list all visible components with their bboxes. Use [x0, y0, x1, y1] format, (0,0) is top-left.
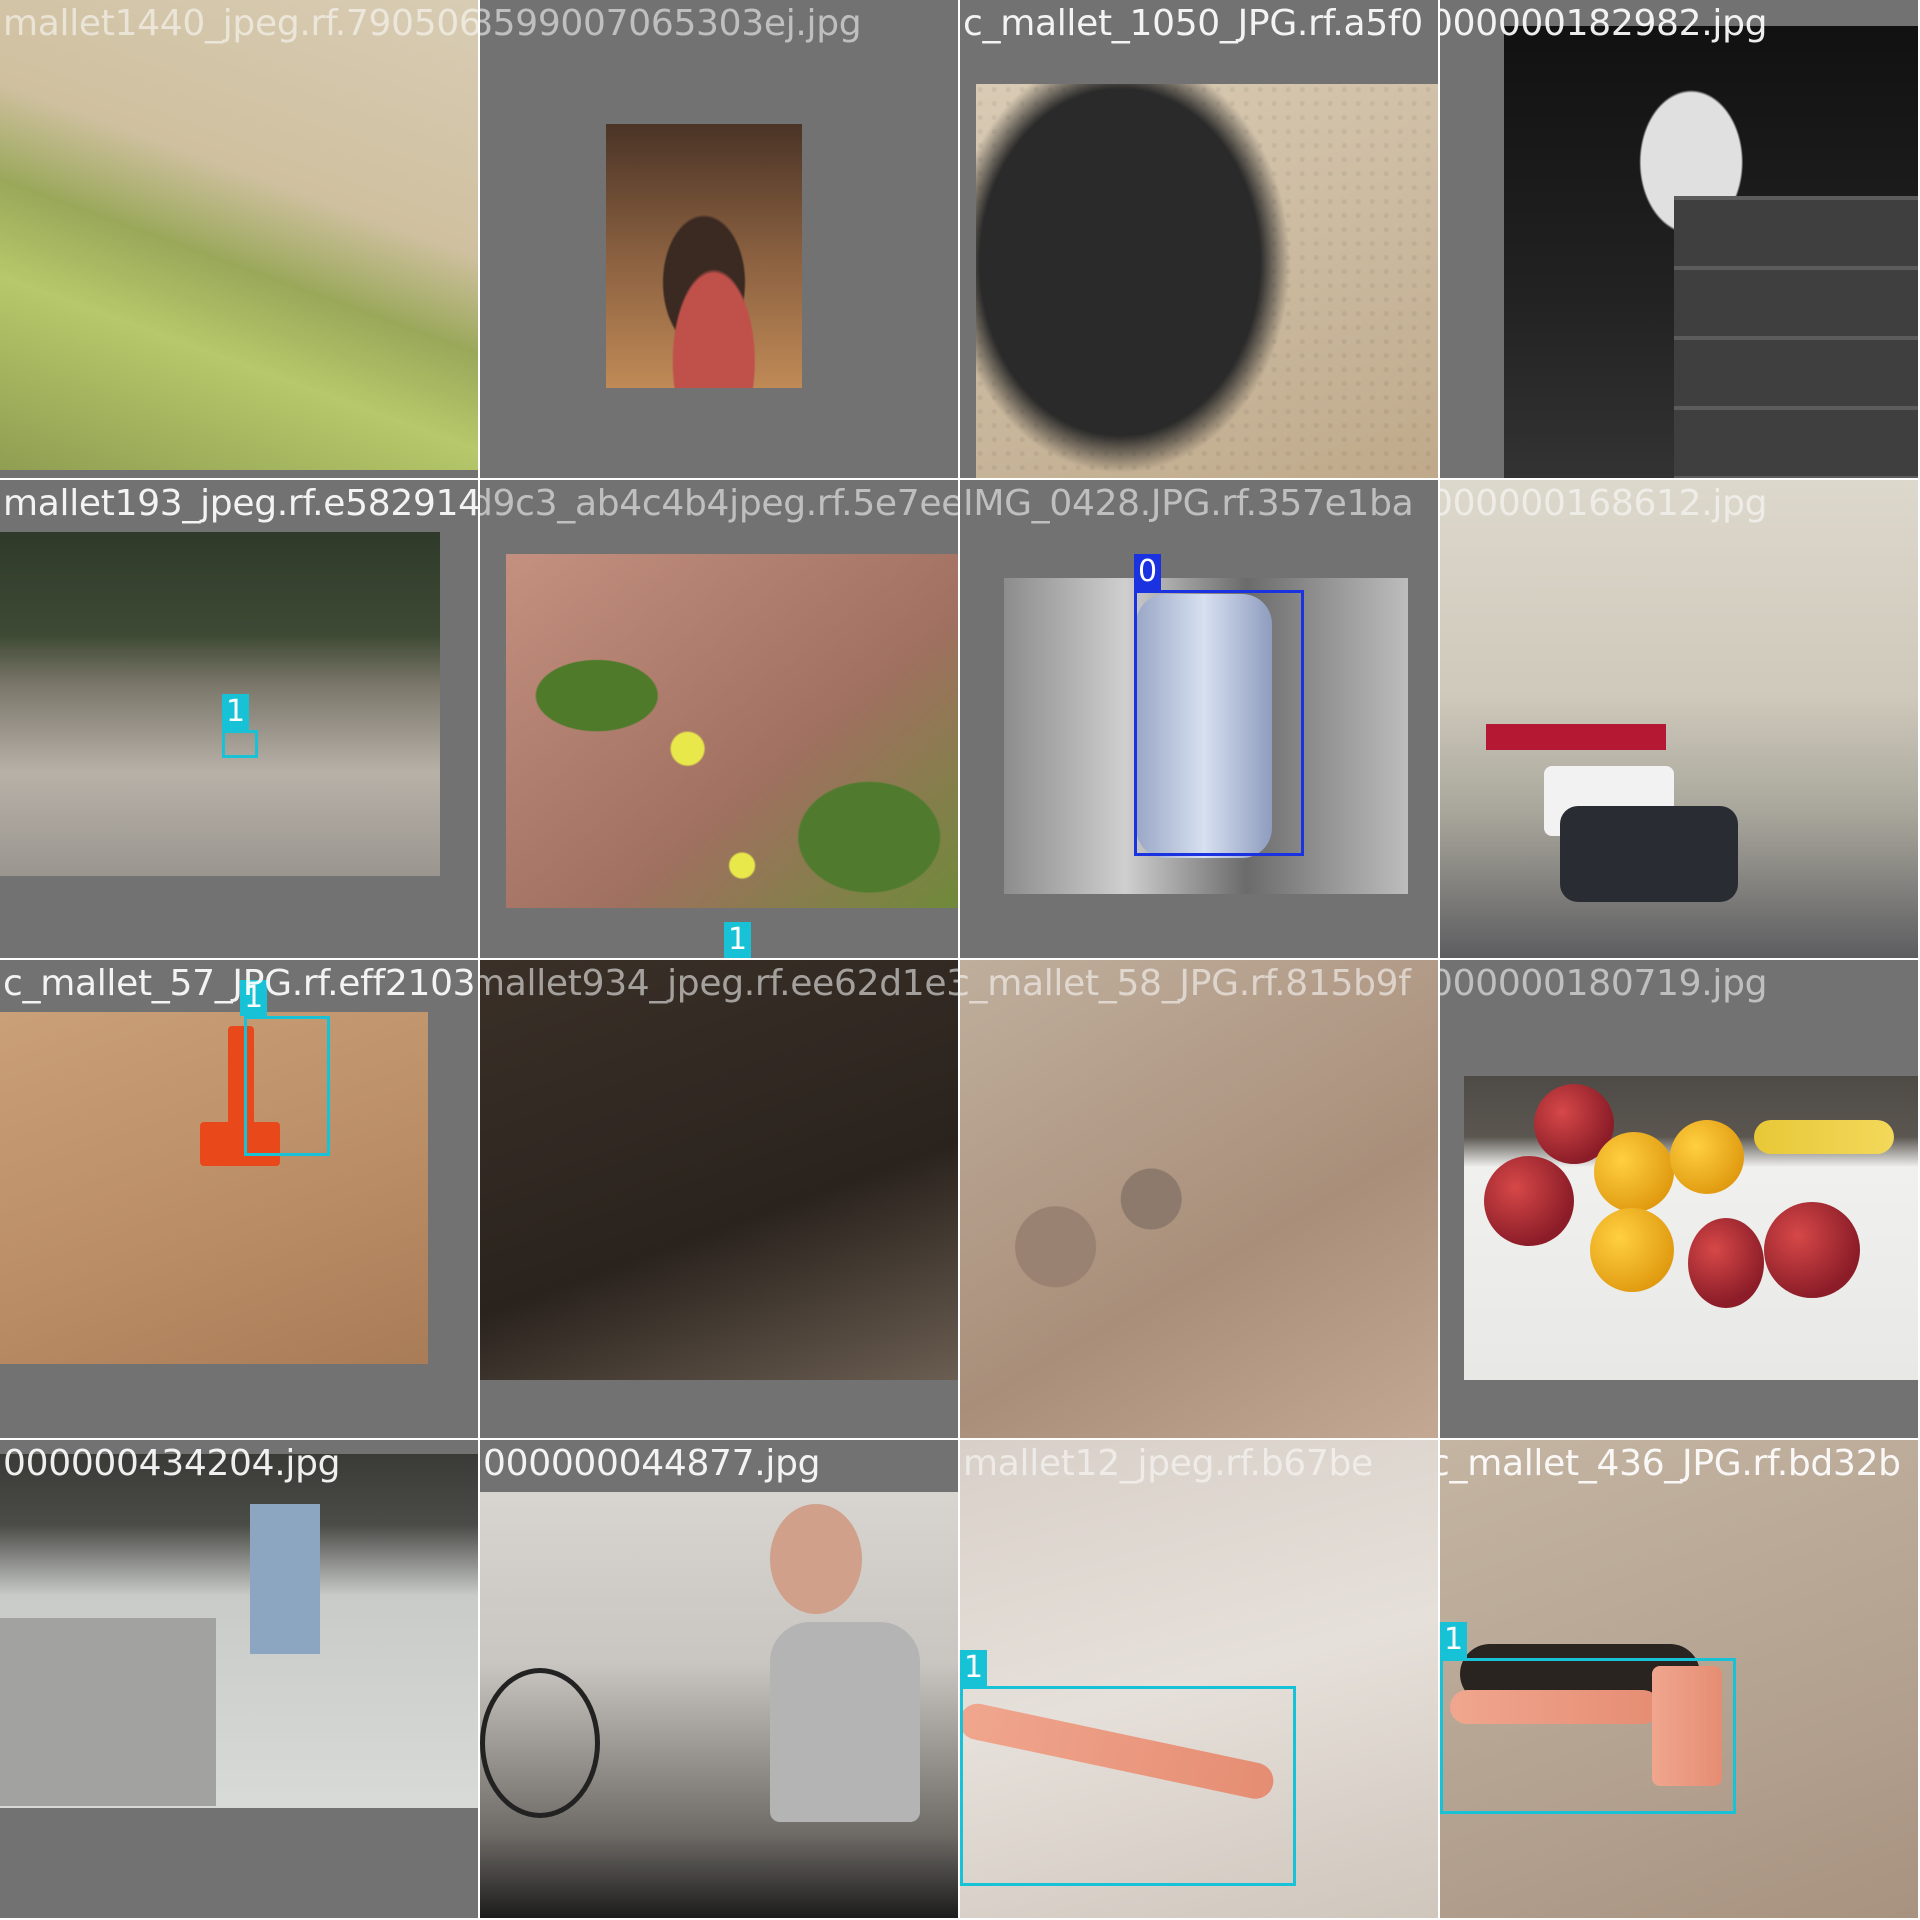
photo-fruit-plate — [1464, 1076, 1918, 1380]
photo-sand-grass — [0, 0, 478, 470]
tile-16: 1 c_mallet_436_JPG.rf.bd32b — [1440, 1440, 1920, 1920]
tile-8: 000000168612.jpg — [1440, 480, 1920, 960]
filename-label: 000000182982.jpg — [1440, 3, 1768, 44]
tile-14: 000000044877.jpg — [480, 1440, 960, 1920]
bbox-label: 0 — [1134, 554, 1162, 590]
photo-kids-train — [606, 124, 802, 388]
filename-label: c_mallet_57_JPG.rf.eff2103 — [3, 963, 476, 1004]
photo-flowers-soil — [506, 554, 958, 908]
bank-sign — [1486, 724, 1666, 750]
bbox-label: 1 — [724, 922, 752, 958]
tile-2: 8599007065303ej.jpg — [480, 0, 960, 480]
stone-planter — [0, 1618, 216, 1806]
orange — [1590, 1208, 1674, 1292]
apple — [1484, 1156, 1574, 1246]
photo-mountain-bike-trail — [0, 532, 440, 876]
tile-6: 1 d9c3_ab4c4b4jpeg.rf.5e7eee — [480, 480, 960, 960]
orange-mallet-head — [200, 1122, 280, 1166]
orange — [1594, 1132, 1674, 1212]
tile-15: 1 mallet12_jpeg.rf.b67be — [960, 1440, 1440, 1920]
filename-label: 8599007065303ej.jpg — [480, 3, 862, 44]
tile-4: 000000182982.jpg — [1440, 0, 1920, 480]
photo-skateboarder-night — [1504, 26, 1918, 478]
bbox-class-1 — [244, 1016, 330, 1156]
tile-11: c_mallet_58_JPG.rf.815b9f — [960, 960, 1440, 1440]
filename-label: IMG_0428.JPG.rf.357e1ba — [963, 483, 1414, 524]
photo-pink-mallet-sand — [960, 1440, 1438, 1918]
glass-bottle — [1136, 594, 1272, 858]
tile-3: c_mallet_1050_JPG.rf.a5f0 — [960, 0, 1440, 480]
tile-1: mallet1440_jpeg.rf.7905067 — [0, 0, 480, 480]
photo-dark-soil — [480, 960, 958, 1380]
dark-car — [1560, 806, 1738, 902]
filename-label: 000000434204.jpg — [3, 1443, 341, 1484]
banana — [1754, 1120, 1894, 1154]
filename-label: mallet12_jpeg.rf.b67be — [963, 1443, 1373, 1484]
tile-13: 000000434204.jpg — [0, 1440, 480, 1920]
player-head — [770, 1504, 862, 1614]
filename-label: c_mallet_436_JPG.rf.bd32b — [1440, 1443, 1901, 1484]
orange-mallet — [228, 1026, 254, 1126]
racket — [480, 1668, 600, 1818]
crates — [1674, 196, 1918, 478]
filename-label: 000000180719.jpg — [1440, 963, 1768, 1004]
bbox-label: 1 — [240, 980, 268, 1016]
filename-label: c_mallet_58_JPG.rf.815b9f — [960, 963, 1411, 1004]
tile-7: 0 IMG_0428.JPG.rf.357e1ba — [960, 480, 1440, 960]
tile-12: 000000180719.jpg — [1440, 960, 1920, 1440]
photo-rocks-sand — [960, 960, 1438, 1438]
photo-orange-mallet-sand — [0, 1012, 428, 1364]
tile-10: mallet934_jpeg.rf.ee62d1e3 — [480, 960, 960, 1440]
rose-apple — [1688, 1218, 1764, 1308]
filename-label: 000000044877.jpg — [483, 1443, 821, 1484]
tile-5: 1 mallet193_jpeg.rf.e582914a4 — [0, 480, 480, 960]
jeans — [250, 1504, 320, 1654]
rose-apple — [1764, 1202, 1860, 1298]
bbox-class-1 — [222, 730, 258, 758]
player-shirt — [770, 1622, 920, 1822]
filename-label: mallet934_jpeg.rf.ee62d1e3 — [480, 963, 960, 1004]
photo-wheelchair-tennis — [480, 1492, 958, 1918]
orange — [1670, 1120, 1744, 1194]
filename-label: mallet193_jpeg.rf.e582914a4 — [3, 483, 480, 524]
filename-label: d9c3_ab4c4b4jpeg.rf.5e7eee — [480, 483, 960, 524]
tile-9: 1 c_mallet_57_JPG.rf.eff2103 — [0, 960, 480, 1440]
filename-label: c_mallet_1050_JPG.rf.a5f0 — [963, 3, 1423, 44]
filename-label: 000000168612.jpg — [1440, 483, 1768, 524]
photo-street-cyclists — [1440, 480, 1918, 958]
photo-skateboarder-sidewalk — [0, 1454, 478, 1808]
bbox-label: 1 — [222, 694, 250, 730]
bbox-class-1 — [960, 1686, 1296, 1886]
photo-shadow-sand — [976, 84, 1438, 478]
bbox-label: 1 — [960, 1650, 988, 1686]
filename-label: mallet1440_jpeg.rf.7905067 — [3, 3, 480, 44]
bbox-label: 1 — [1440, 1622, 1468, 1658]
shadow-shape — [976, 84, 1296, 478]
bbox-class-0 — [1134, 590, 1304, 856]
pink-mallet — [1450, 1690, 1660, 1724]
bbox-class-1 — [1440, 1658, 1736, 1814]
photo-pink-mallet-shadow — [1440, 1440, 1918, 1918]
photo-bottle-gravel — [1004, 578, 1408, 894]
pink-mallet-head — [1652, 1666, 1722, 1786]
